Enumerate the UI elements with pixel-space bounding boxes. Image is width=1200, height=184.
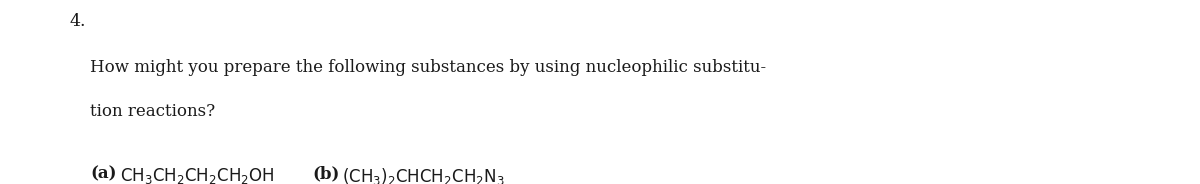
Text: (a): (a) xyxy=(90,166,116,183)
Text: (b): (b) xyxy=(312,166,340,183)
Text: 4.: 4. xyxy=(70,13,86,30)
Text: tion reactions?: tion reactions? xyxy=(90,103,215,120)
Text: $\mathregular{CH_3CH_2CH_2CH_2OH}$: $\mathregular{CH_3CH_2CH_2CH_2OH}$ xyxy=(120,166,275,184)
Text: How might you prepare the following substances by using nucleophilic substitu-: How might you prepare the following subs… xyxy=(90,59,766,76)
Text: $\mathregular{(CH_3)_2CHCH_2CH_2N_3}$: $\mathregular{(CH_3)_2CHCH_2CH_2N_3}$ xyxy=(342,166,505,184)
